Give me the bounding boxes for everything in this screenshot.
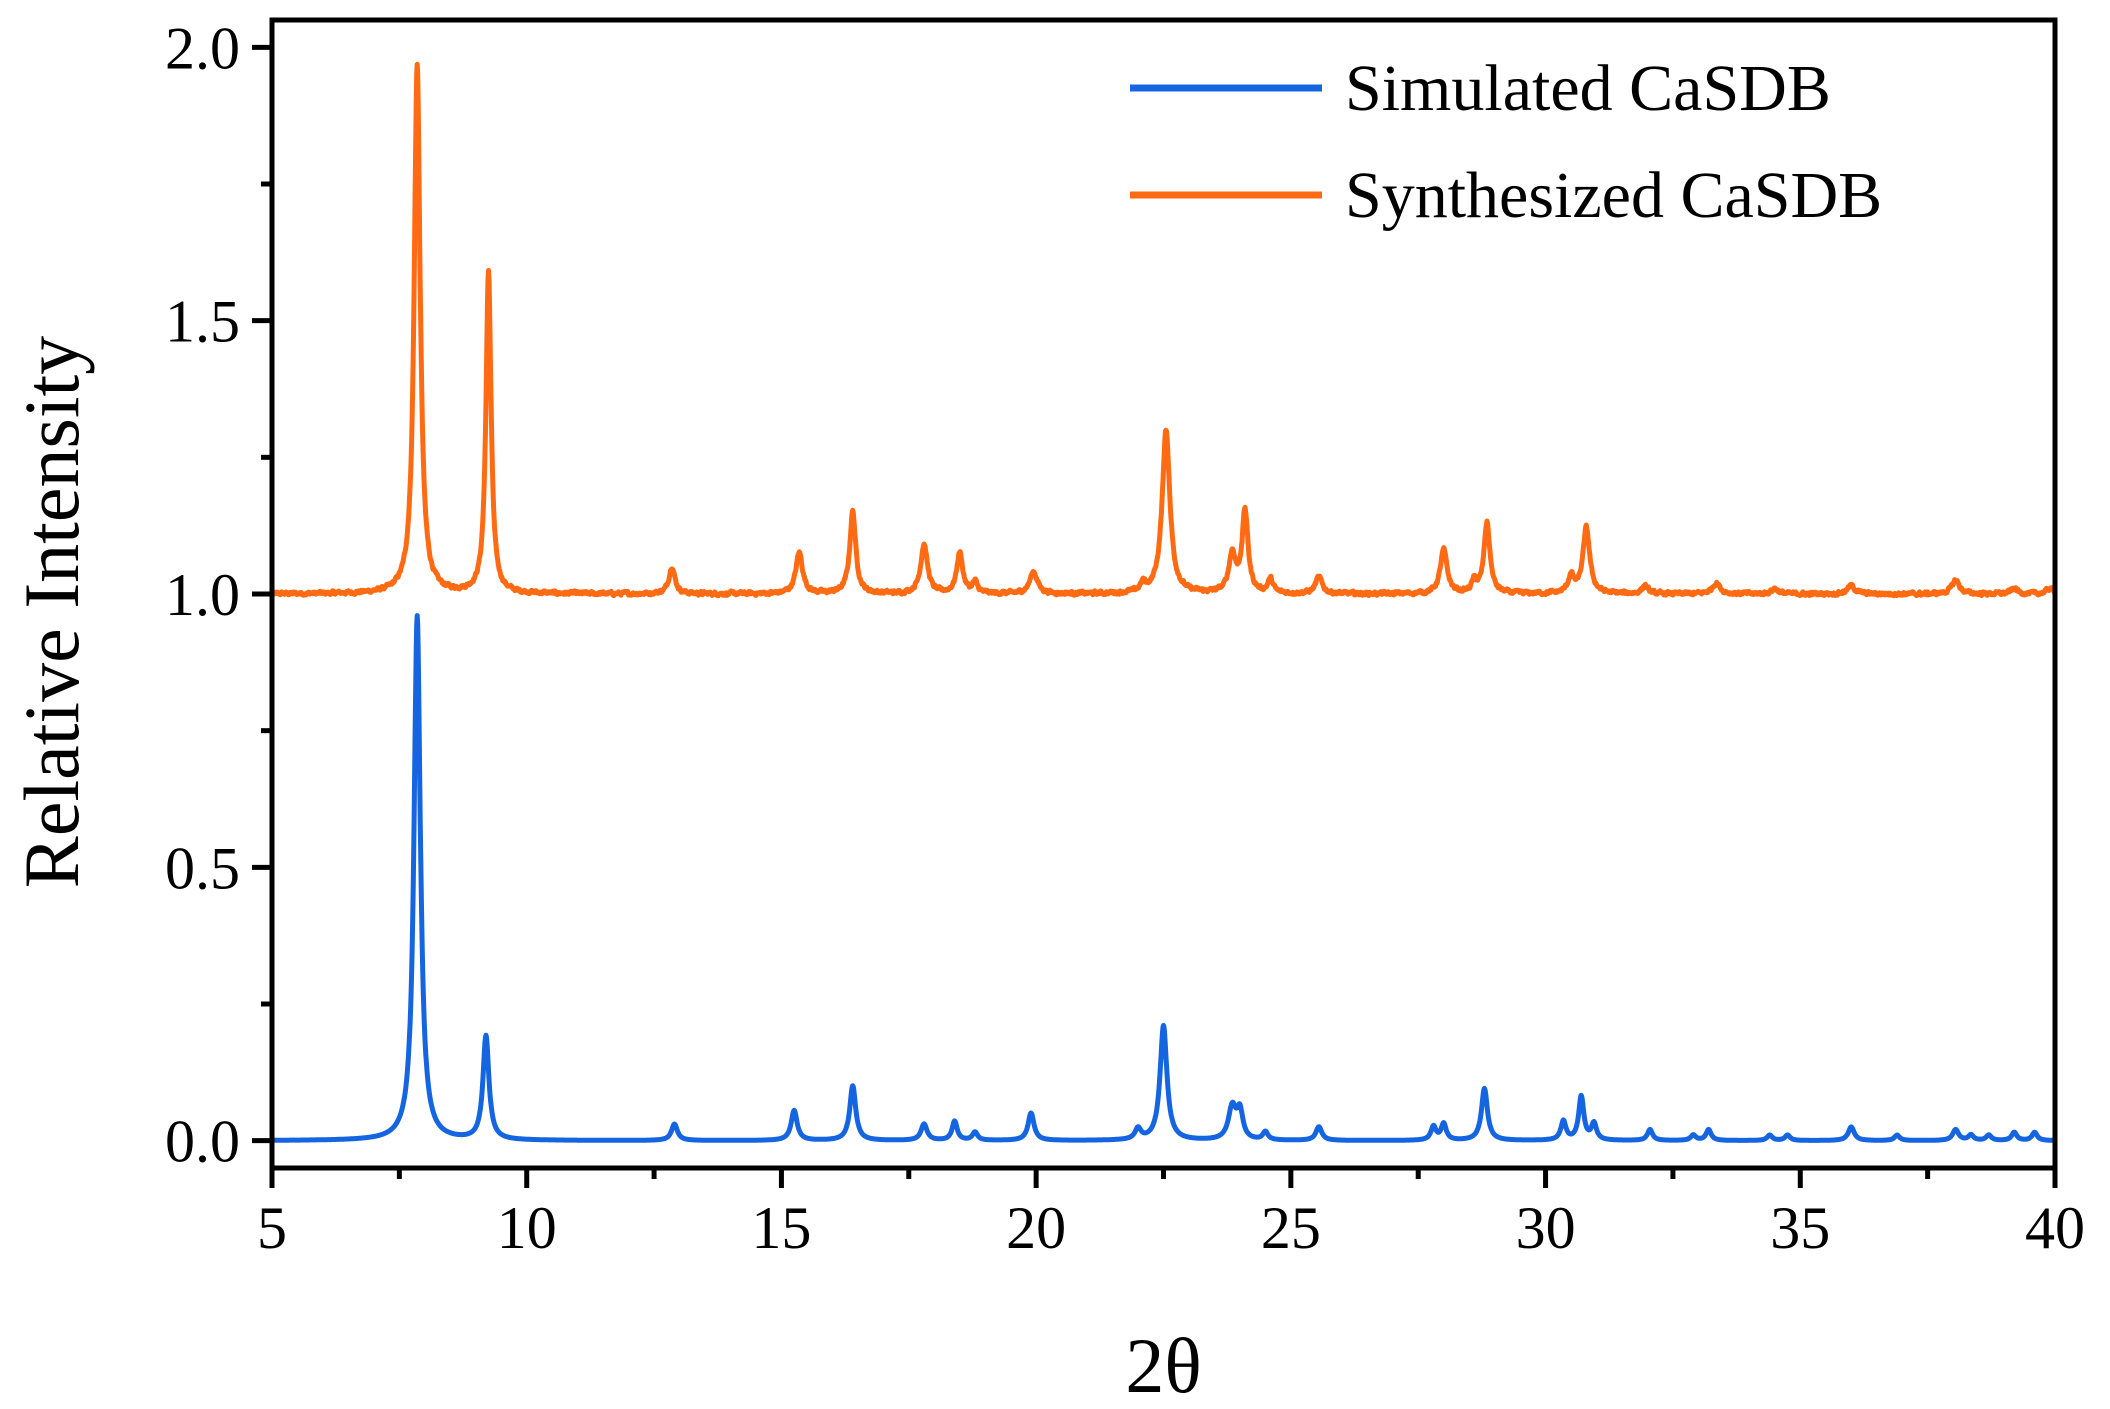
x-tick-label: 25	[1261, 1195, 1321, 1261]
x-tick-label: 15	[751, 1195, 811, 1261]
y-axis-title: Relative Intensity	[8, 336, 95, 888]
legend-label-synthesized: Synthesized CaSDB	[1345, 159, 1882, 232]
x-tick-label: 35	[1770, 1195, 1830, 1261]
y-tick-label: 2.0	[165, 15, 240, 81]
y-tick-label: 1.5	[165, 289, 240, 355]
y-tick-label: 0.0	[165, 1109, 240, 1175]
legend: Simulated CaSDB Synthesized CaSDB	[1130, 52, 1882, 232]
x-tick-label: 40	[2025, 1195, 2085, 1261]
y-tick-label: 1.0	[165, 562, 240, 628]
legend-label-simulated: Simulated CaSDB	[1345, 52, 1831, 125]
x-axis-title: 2θ	[1125, 1322, 1201, 1409]
series-layer	[272, 61, 2055, 1143]
x-tick-label: 10	[497, 1195, 557, 1261]
x-tick-label: 20	[1006, 1195, 1066, 1261]
x-tick-label: 30	[1516, 1195, 1576, 1261]
series-line-synthesized	[272, 61, 2055, 599]
y-tick-label: 0.5	[165, 835, 240, 901]
x-tick-label: 5	[257, 1195, 287, 1261]
ticks-layer: 5 10 15 20 25 30 35 40 0.0 0.5 1.0 1.5 2.0	[165, 15, 2085, 1261]
series-line-simulated	[272, 613, 2055, 1143]
